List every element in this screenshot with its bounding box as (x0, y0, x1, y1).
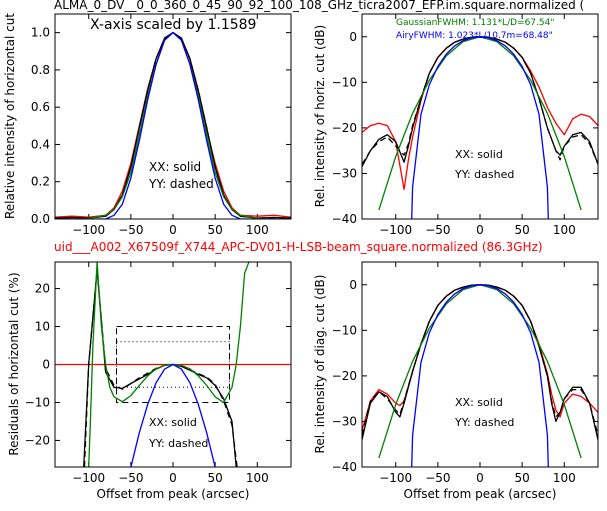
panel-horiz-db-yy-note: YY: dashed (454, 168, 514, 181)
y-tick-label: 1.0 (31, 26, 50, 40)
x-tick-label: −100 (379, 223, 412, 237)
panel-diag-db-ylabel: Rel. intensity of diag. cut (dB) (313, 275, 327, 454)
panel-horiz-db-series (362, 36, 598, 219)
x-tick-label: 0 (169, 471, 177, 485)
x-tick-label: 0 (169, 223, 177, 237)
series-line-black-dashed (362, 284, 598, 436)
y-tick-label: 0 (349, 278, 357, 292)
y-tick-label: −20 (332, 121, 357, 135)
y-tick-label: 0 (42, 358, 50, 372)
x-tick-label: 50 (515, 471, 530, 485)
x-tick-label: 0 (476, 471, 484, 485)
legend-airy: AiryFWHM: 1.023*L/10.7m=68.48" (396, 31, 553, 41)
x-tick-label: −50 (425, 223, 450, 237)
panel-horiz-db-ticks: −100 −50 0 50 100−40−30−20−100 (332, 14, 598, 237)
series-line-green (55, 31, 291, 219)
y-tick-label: −30 (332, 166, 357, 180)
panel-residuals-ylabel: Residuals of horizontal cut (%) (7, 272, 21, 455)
top-title: ALMA_0_DV__0_0_360_0_45_90_92_100_108_GH… (54, 0, 584, 12)
x-tick-label: 50 (515, 223, 530, 237)
series-line-blue (55, 31, 291, 219)
x-tick-label: 50 (208, 223, 223, 237)
panel-diag-db-series (362, 284, 598, 467)
y-tick-label: −10 (25, 395, 50, 409)
x-tick-label: 100 (246, 223, 269, 237)
y-tick-label: 0.6 (31, 100, 50, 114)
panel-residuals-xlabel: Offset from peak (arcsec) (97, 487, 250, 501)
panel-horizontal-cut-xx-note: XX: solid (149, 160, 201, 174)
panel-horizontal-cut-ticks: −100 −50 0 50 100 0.0 0.2 0.4 0.6 0.8 1.0 (31, 14, 291, 237)
x-tick-label: 100 (553, 223, 576, 237)
panel-diag-db-xlabel: Offset from peak (arcsec) (404, 487, 557, 501)
panel-diag-db-frame (361, 261, 599, 468)
series-line-green (378, 284, 582, 459)
x-tick-label: 0 (476, 223, 484, 237)
series-line-blue (130, 363, 216, 467)
x-tick-label: −100 (72, 471, 105, 485)
y-tick-label: 0.2 (31, 175, 50, 189)
series-line-red (362, 36, 598, 191)
panel-horiz-db-frame (361, 13, 599, 220)
series-line-green (378, 36, 582, 211)
y-tick-label: −30 (332, 414, 357, 428)
x-tick-label: 100 (553, 471, 576, 485)
panel-residuals-xx-note: XX: solid (149, 416, 197, 429)
panel-residuals-series (55, 262, 291, 467)
panel-residuals-frame (54, 261, 292, 468)
panel-horizontal-cut-yy-note: YY: dashed (148, 177, 214, 191)
x-tick-label: −100 (72, 223, 105, 237)
mid-title: uid___A002_X67509f_X744_APC-DV01-H-LSB-b… (54, 240, 543, 254)
panel-horiz-db-ylabel: Rel. intensity of horiz. cut (dB) (313, 25, 327, 207)
x-scale-annotation: X-axis scaled by 1.1589 (90, 17, 256, 33)
panel-horizontal-cut-ylabel: Relative intensity of horizontal cut (3, 13, 17, 219)
y-tick-label: −10 (332, 75, 357, 89)
panel-diag-db-xx-note: XX: solid (455, 396, 503, 409)
x-tick-label: 100 (246, 471, 269, 485)
x-tick-label: −50 (118, 223, 143, 237)
panel-horizontal-cut-frame (54, 13, 292, 220)
x-tick-label: −50 (118, 471, 143, 485)
panel-horiz-db-xx-note: XX: solid (455, 148, 503, 161)
y-tick-label: 0.8 (31, 63, 50, 77)
y-tick-label: −20 (332, 369, 357, 383)
y-tick-label: 0.4 (31, 137, 50, 151)
panel-diag-db-ticks: −100 −50 0 50 100−40−30−20−100 (332, 262, 598, 485)
y-tick-label: 10 (35, 320, 50, 334)
y-tick-label: 20 (35, 282, 50, 296)
x-tick-label: −100 (379, 471, 412, 485)
y-tick-label: 0.0 (31, 212, 50, 226)
legend-gaussian: GaussianFWHM: 1.131*L/D=67.54" (396, 18, 554, 28)
panel-horizontal-cut-series (55, 31, 291, 219)
threshold-box-dotted (116, 341, 230, 388)
y-tick-label: 0 (349, 30, 357, 44)
x-tick-label: −50 (425, 471, 450, 485)
series-line-blue (411, 284, 549, 467)
series-line-blue (411, 36, 549, 219)
series-line-green (88, 262, 252, 467)
panel-diag-db: −100 −50 0 50 100−40−30−20−100 Rel. intensit… (313, 261, 599, 501)
y-tick-label: −10 (332, 323, 357, 337)
x-tick-label: 50 (208, 471, 223, 485)
panel-diag-db-yy-note: YY: dashed (454, 416, 514, 429)
y-tick-label: −20 (25, 433, 50, 447)
y-tick-label: −40 (332, 212, 357, 226)
panel-horiz-db: −100 −50 0 50 100−40−30−20−100 Rel. intensit… (313, 13, 599, 237)
panel-residuals-yy-note: YY: dashed (148, 437, 208, 450)
panel-horizontal-cut: −100 −50 0 50 100 0.0 0.2 0.4 0.6 0.8 1.0 Relative… (3, 13, 292, 237)
y-tick-label: −40 (332, 460, 357, 474)
